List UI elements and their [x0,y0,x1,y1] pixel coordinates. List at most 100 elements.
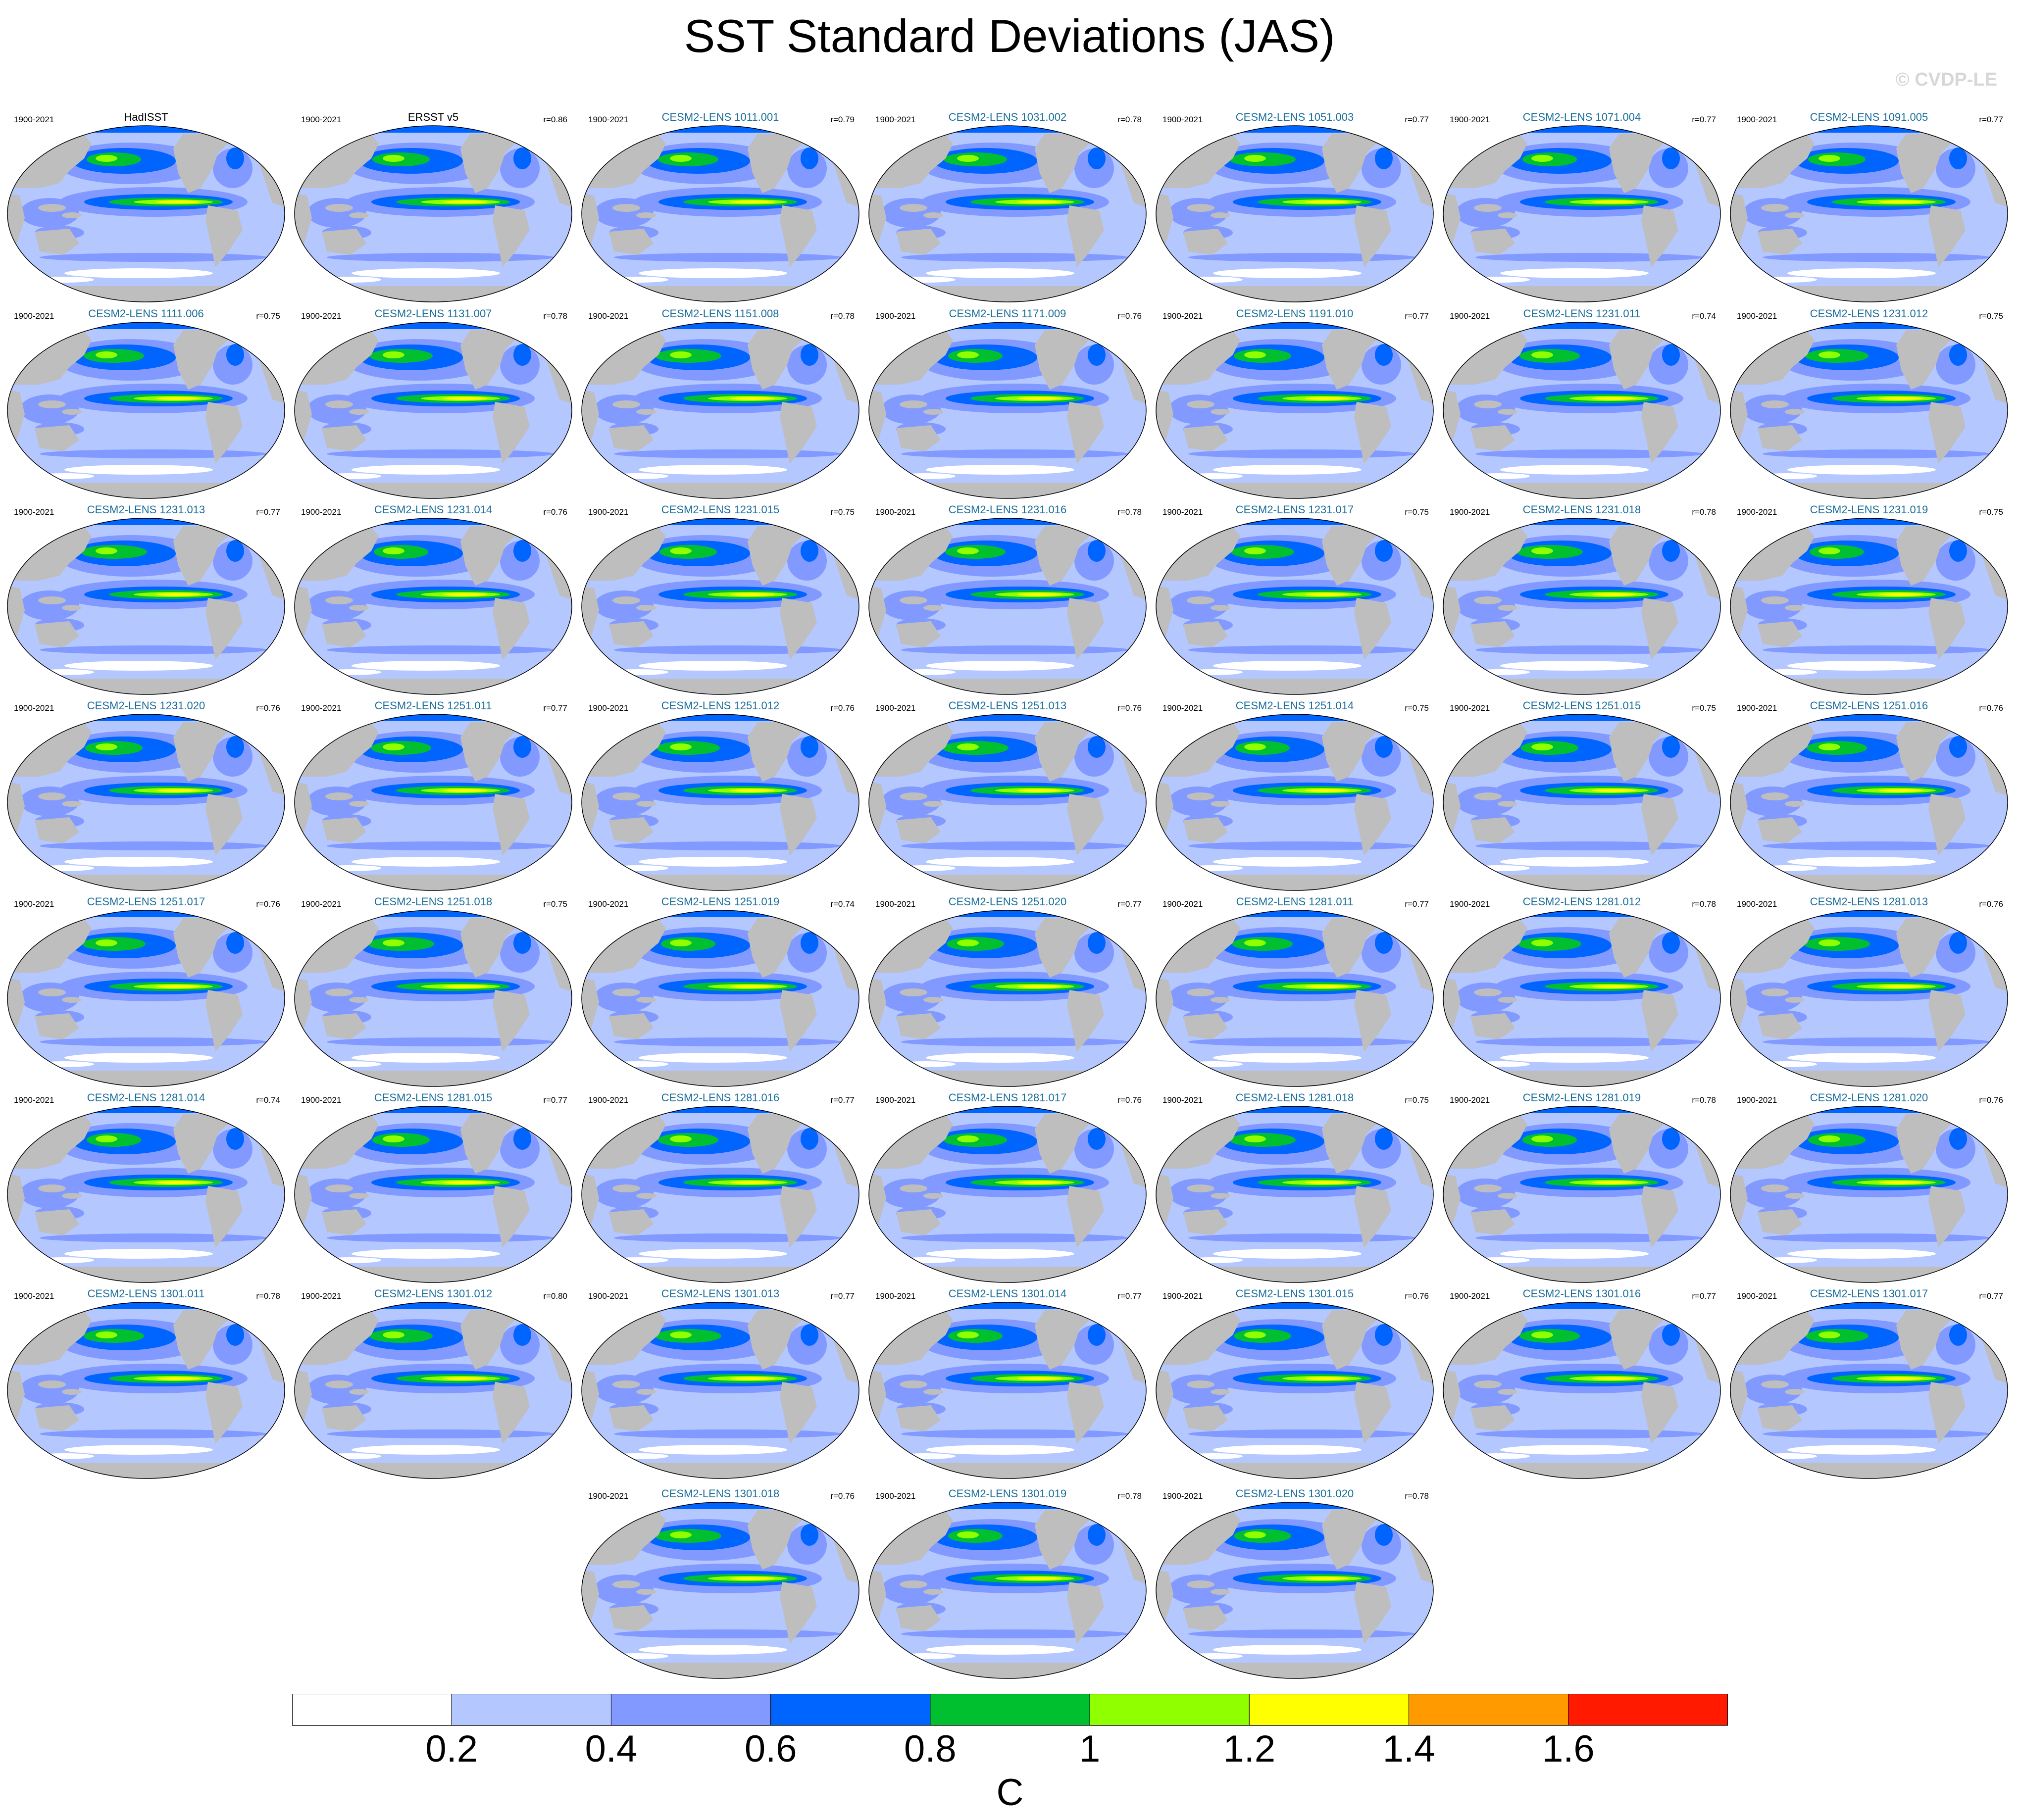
panel-title: CESM2-LENS 1281.011 [1236,895,1354,908]
panel-title: CESM2-LENS 1251.016 [1810,699,1928,712]
panel-title: CESM2-LENS 1091.005 [1810,111,1928,123]
panel-years: 1900-2021 [588,1491,629,1501]
panel-years: 1900-2021 [1450,507,1490,517]
panel-title: CESM2-LENS 1011.001 [661,111,779,123]
sst-map [1730,714,2008,891]
map-panel: 1900-2021 CESM2-LENS 1251.017 r=0.76 [5,895,287,1092]
sst-map [294,714,572,891]
panel-years: 1900-2021 [1450,311,1490,321]
colorbar-segment [451,1694,611,1726]
sst-map [7,910,285,1087]
panel-title: CESM2-LENS 1231.016 [948,503,1067,516]
panel-correlation: r=0.79 [830,115,855,124]
panel-years: 1900-2021 [301,311,342,321]
panel-years: 1900-2021 [301,507,342,517]
sst-map [581,125,859,302]
panel-title: CESM2-LENS 1251.011 [374,699,492,712]
colorbar-segment [770,1694,931,1726]
map-panel: 1900-2021 CESM2-LENS 1301.019 r=0.78 [866,1487,1149,1684]
panel-title: CESM2-LENS 1281.016 [661,1091,780,1104]
sst-map [1443,322,1721,499]
panel-correlation: r=0.75 [830,507,855,517]
map-panel: 1900-2021 CESM2-LENS 1051.003 r=0.77 [1154,111,1436,308]
panel-title: CESM2-LENS 1281.015 [374,1091,493,1104]
map-panel: 1900-2021 CESM2-LENS 1281.013 r=0.76 [1728,895,2010,1092]
sst-map [1443,518,1721,695]
panel-title: ERSST v5 [407,111,459,123]
panel-correlation: r=0.76 [830,1491,855,1501]
sst-map [294,1106,572,1283]
sst-map [294,910,572,1087]
panel-correlation: r=0.77 [256,507,280,517]
panel-correlation: r=0.75 [1979,507,2003,517]
panel-years: 1900-2021 [1450,1291,1490,1301]
panel-title: CESM2-LENS 1301.013 [661,1287,780,1300]
panel-years: 1900-2021 [875,115,916,124]
map-panel: 1900-2021 CESM2-LENS 1231.016 r=0.78 [866,503,1149,700]
panel-title: CESM2-LENS 1231.011 [1523,307,1641,320]
sst-map [1156,1502,1434,1679]
panel-years: 1900-2021 [14,703,54,713]
sst-map [1730,910,2008,1087]
map-panel: 1900-2021 CESM2-LENS 1231.011 r=0.74 [1441,307,1723,504]
colorbar-tick-label: 1.2 [1223,1728,1276,1770]
map-panel: 1900-2021 CESM2-LENS 1281.012 r=0.78 [1441,895,1723,1092]
panel-title: CESM2-LENS 1251.013 [948,699,1067,712]
map-panel: 1900-2021 CESM2-LENS 1251.011 r=0.77 [292,699,574,896]
sst-map [581,1106,859,1283]
panel-title: CESM2-LENS 1231.012 [1810,307,1928,320]
colorbar-units: C [996,1771,1024,1814]
panel-years: 1900-2021 [14,1291,54,1301]
panel-correlation: r=0.76 [1117,703,1142,713]
panel-title: CESM2-LENS 1111.006 [88,307,204,320]
sst-map [1156,125,1434,302]
panel-years: 1900-2021 [875,1291,916,1301]
panel-title: CESM2-LENS 1231.017 [1235,503,1354,516]
panel-correlation: r=0.75 [1979,311,2003,321]
sst-map [7,322,285,499]
panel-years: 1900-2021 [1162,703,1203,713]
panel-years: 1900-2021 [14,311,54,321]
colorbar-segment [610,1694,771,1726]
map-panel: 1900-2021 CESM2-LENS 1151.008 r=0.78 [579,307,861,504]
colorbar [292,1694,1728,1726]
sst-map [1156,518,1434,695]
panel-correlation: r=0.77 [1117,1291,1142,1301]
panel-years: 1900-2021 [301,703,342,713]
sst-map [1443,1106,1721,1283]
page-title: SST Standard Deviations (JAS) [684,10,1335,62]
panel-title: CESM2-LENS 1251.014 [1235,699,1354,712]
panel-title: CESM2-LENS 1231.020 [87,699,205,712]
sst-map [1730,125,2008,302]
panel-correlation: r=0.78 [1117,507,1142,517]
panel-title: CESM2-LENS 1281.017 [948,1091,1067,1104]
panel-years: 1900-2021 [1450,1095,1490,1105]
panel-title: CESM2-LENS 1251.019 [661,895,780,908]
map-panel: 1900-2021 CESM2-LENS 1031.002 r=0.78 [866,111,1149,308]
panel-years: 1900-2021 [1450,115,1490,124]
sst-map [294,1302,572,1479]
panel-title: CESM2-LENS 1301.020 [1235,1487,1354,1500]
sst-map [7,1106,285,1283]
sst-map [1730,1302,2008,1479]
panel-correlation: r=0.77 [543,703,567,713]
panel-correlation: r=0.75 [256,311,280,321]
panel-years: 1900-2021 [1162,1291,1203,1301]
sst-map [1730,322,2008,499]
panel-title: CESM2-LENS 1031.002 [948,111,1067,123]
panel-years: 1900-2021 [1162,1095,1203,1105]
panel-correlation: r=0.74 [256,1095,280,1105]
sst-map [1156,1302,1434,1479]
panel-correlation: r=0.76 [1117,1095,1142,1105]
map-panel: 1900-2021 CESM2-LENS 1091.005 r=0.77 [1728,111,2010,308]
panel-correlation: r=0.75 [1692,703,1716,713]
panel-title: CESM2-LENS 1281.020 [1810,1091,1928,1104]
panel-years: 1900-2021 [14,899,54,909]
panel-years: 1900-2021 [1737,507,1777,517]
panel-correlation: r=0.76 [256,703,280,713]
sst-map [868,125,1147,302]
panel-years: 1900-2021 [875,899,916,909]
sst-map [581,1302,859,1479]
colorbar-segment [292,1694,452,1726]
map-panel: 1900-2021 CESM2-LENS 1281.020 r=0.76 [1728,1091,2010,1288]
